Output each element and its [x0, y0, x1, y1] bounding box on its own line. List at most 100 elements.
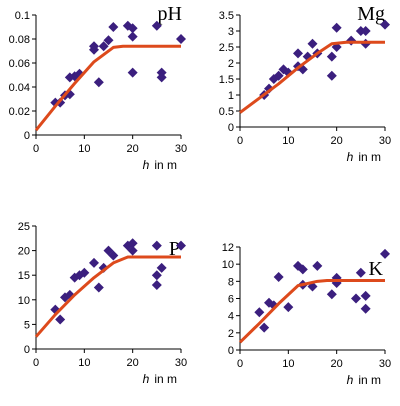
y-tick-label: 6	[228, 294, 234, 306]
data-point	[351, 293, 361, 304]
y-tick-label: 2.5	[219, 42, 234, 54]
y-tick-label: 0	[24, 130, 30, 142]
y-tick-label: 10	[18, 295, 30, 307]
data-point	[127, 245, 138, 256]
fit-curve	[239, 40, 385, 114]
chart-panel-0: 0 0.02 0.04 0.06 0.08 0.1 0 10 20 30 h in m pH	[9, 3, 188, 172]
x-axis-unit: in m	[358, 150, 381, 164]
data-point	[380, 19, 390, 30]
y-tick-label: 3.5	[219, 10, 234, 22]
y-tick-label: 0.5	[219, 106, 234, 118]
x-axis-unit: in m	[154, 372, 177, 386]
data-point	[89, 41, 99, 52]
y-tick-label: 15	[18, 270, 30, 282]
panel-title: pH	[158, 3, 182, 25]
y-tick-label: 1	[228, 90, 234, 102]
y-tick-label: 8	[228, 276, 234, 288]
y-tick-label: 0	[228, 345, 234, 357]
x-tick-label: 30	[379, 358, 391, 370]
y-tick-label: 0	[228, 122, 234, 134]
data-point	[93, 77, 104, 88]
x-tick-label: 30	[379, 135, 391, 147]
x-tick-label: 20	[127, 143, 139, 155]
panel-title: Mg	[357, 3, 385, 25]
data-point	[346, 35, 357, 46]
y-tick-label: 2	[228, 58, 234, 70]
fit-curve	[34, 255, 181, 338]
x-axis-label: h in m	[347, 150, 381, 164]
data-point	[273, 70, 284, 81]
y-tick-label: 3	[228, 26, 234, 38]
data-point	[176, 240, 186, 251]
x-tick-label: 20	[331, 358, 343, 370]
data-point	[93, 282, 104, 293]
fit-curve	[238, 278, 385, 344]
data-point	[103, 35, 114, 46]
data-point	[360, 303, 371, 314]
data-point	[355, 267, 366, 278]
y-tick-label: 4	[228, 311, 234, 323]
chart-panel-3: 0 2 4 6 8 10 12 0 10 20 30 h in m K	[222, 242, 391, 387]
chart-panel-2: 0 5 10 15 20 25 0 10 20 30 h in m P	[18, 221, 187, 386]
x-tick-label: 0	[237, 135, 243, 147]
y-tick-label: 5	[24, 319, 30, 331]
data-point	[326, 70, 337, 81]
x-axis-unit: in m	[154, 158, 177, 172]
data-point	[79, 267, 90, 278]
x-tick-label: 0	[237, 358, 243, 370]
x-axis-unit: in m	[358, 373, 381, 387]
x-tick-label: 0	[33, 143, 39, 155]
x-axis-label: h in m	[347, 373, 381, 387]
data-point	[307, 38, 318, 49]
data-point	[273, 272, 284, 283]
x-tick-label: 30	[175, 357, 187, 369]
data-point	[254, 307, 265, 318]
data-point	[176, 34, 186, 44]
data-point	[259, 322, 270, 333]
data-point	[151, 20, 162, 31]
x-axis-variable: h	[143, 372, 150, 386]
data-point	[293, 48, 303, 59]
x-tick-label: 10	[78, 143, 90, 155]
y-tick-label: 10	[222, 259, 234, 271]
data-point	[151, 270, 162, 281]
data-point	[326, 51, 337, 62]
data-point	[127, 31, 138, 42]
y-tick-label: 0	[24, 344, 30, 356]
chart-panel-1: 0 0.5 1 1.5 2 2.5 3 3.5 0 10 20 30 h in m Mg	[219, 3, 391, 164]
data-point	[108, 250, 119, 261]
x-tick-label: 10	[282, 358, 294, 370]
data-point	[127, 23, 138, 34]
data-point	[127, 238, 138, 249]
x-tick-label: 10	[282, 135, 294, 147]
data-point	[360, 26, 371, 36]
y-tick-label: 0.02	[9, 106, 30, 118]
panel-title: K	[369, 258, 384, 280]
x-axis-label: h in m	[143, 158, 177, 172]
data-point	[98, 41, 109, 52]
y-tick-label: 2	[228, 328, 234, 340]
data-point	[360, 290, 371, 301]
x-tick-label: 20	[127, 357, 139, 369]
y-tick-label: 0.06	[9, 58, 30, 70]
data-point	[151, 240, 162, 251]
x-tick-label: 0	[33, 357, 39, 369]
y-tick-label: 0.04	[9, 82, 30, 94]
data-point	[297, 264, 308, 275]
x-tick-label: 20	[331, 135, 343, 147]
y-tick-label: 20	[18, 246, 30, 258]
y-tick-label: 25	[18, 221, 30, 233]
data-point	[151, 280, 162, 291]
data-point	[156, 262, 167, 273]
y-tick-label: 0.08	[9, 34, 30, 46]
fit-curve	[34, 44, 181, 132]
y-tick-label: 12	[222, 242, 234, 254]
x-axis-variable: h	[347, 150, 354, 164]
x-axis-variable: h	[143, 158, 150, 172]
x-axis-label: h in m	[143, 372, 177, 386]
data-point	[380, 248, 390, 259]
y-tick-label: 1.5	[219, 74, 234, 86]
x-axis-variable: h	[347, 373, 354, 387]
x-tick-label: 30	[175, 143, 187, 155]
